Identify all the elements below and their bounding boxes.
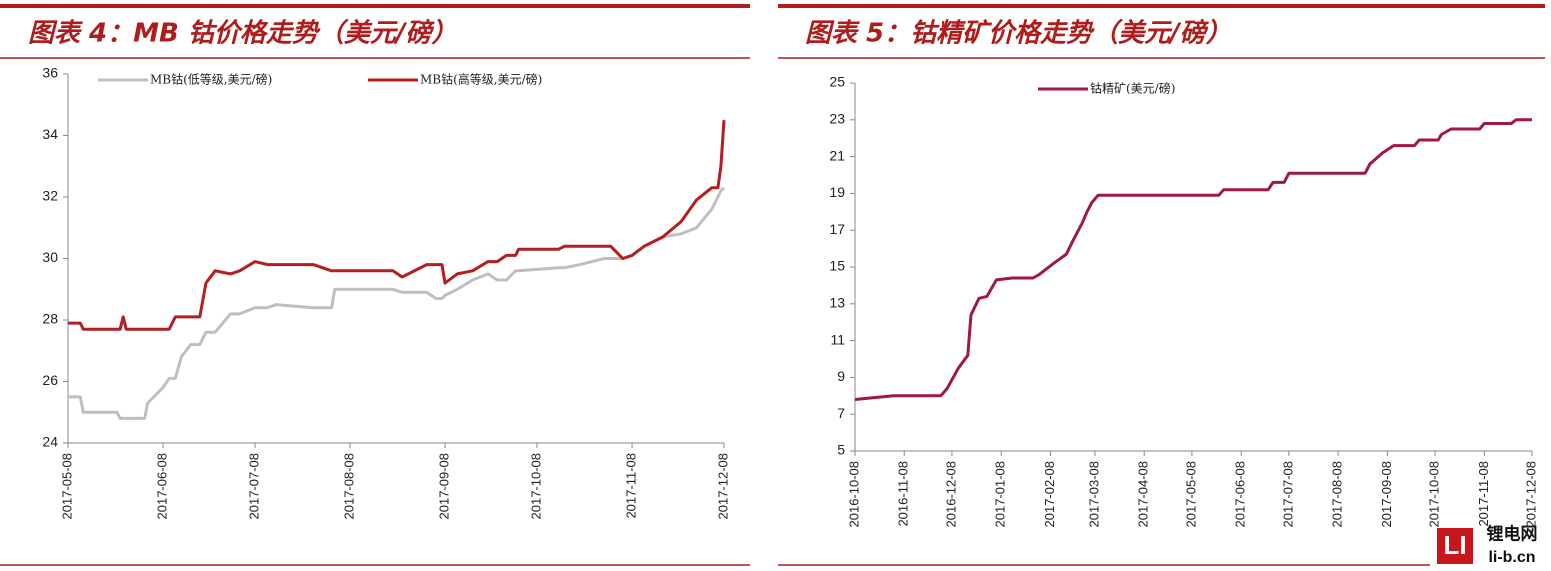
legend-label: MB钴(低等级,美元/磅) bbox=[150, 72, 272, 87]
x-tick-label: 2017-11-08 bbox=[623, 453, 638, 519]
y-tick-label: 36 bbox=[42, 65, 58, 81]
y-tick-label: 24 bbox=[42, 434, 58, 450]
series-line bbox=[68, 119, 726, 331]
y-tick-label: 17 bbox=[829, 221, 845, 237]
series-line bbox=[68, 186, 726, 420]
top-bar bbox=[778, 4, 1545, 8]
watermark-name: 锂电网 bbox=[1487, 523, 1538, 543]
y-tick-label: 32 bbox=[42, 188, 58, 204]
x-tick-label: 2017-06-08 bbox=[1233, 461, 1248, 528]
x-tick-label: 2017-12-08 bbox=[1523, 461, 1538, 528]
x-tick-label: 2017-11-08 bbox=[1476, 461, 1491, 527]
y-tick-label: 30 bbox=[42, 249, 58, 265]
x-tick-label: 2017-09-08 bbox=[436, 453, 451, 520]
x-tick-label: 2017-09-08 bbox=[1379, 461, 1394, 528]
x-tick-label: 2017-07-08 bbox=[246, 453, 261, 520]
x-tick-label: 2017-03-08 bbox=[1086, 461, 1101, 528]
x-tick-label: 2017-01-08 bbox=[993, 461, 1008, 528]
y-tick-label: 7 bbox=[837, 405, 845, 421]
x-tick-label: 2016-10-08 bbox=[846, 461, 861, 528]
x-tick-label: 2017-05-08 bbox=[59, 453, 74, 520]
y-tick-label: 23 bbox=[829, 111, 845, 127]
chart-title: 图表 4：MB 钴价格走势（美元/磅） bbox=[28, 19, 457, 49]
y-tick-label: 13 bbox=[829, 295, 845, 311]
legend-label: MB钴(高等级,美元/磅) bbox=[420, 72, 542, 87]
watermark-url: li-b.cn bbox=[1488, 549, 1535, 566]
legend-label: 钴精矿(美元/磅) bbox=[1090, 81, 1175, 96]
y-tick-label: 11 bbox=[830, 331, 845, 347]
logo-box bbox=[1437, 528, 1473, 564]
x-tick-label: 2016-12-08 bbox=[943, 461, 958, 528]
x-tick-label: 2017-07-08 bbox=[1280, 461, 1295, 528]
top-bar bbox=[0, 4, 750, 8]
x-tick-label: 2017-10-08 bbox=[1426, 461, 1441, 528]
y-tick-label: 28 bbox=[42, 311, 58, 327]
chart-title: 图表 5：钴精矿价格走势（美元/磅） bbox=[805, 19, 1232, 49]
logo: LI bbox=[1443, 530, 1466, 560]
x-tick-label: 2017-02-08 bbox=[1042, 461, 1057, 528]
x-tick-label: 2017-05-08 bbox=[1183, 461, 1198, 528]
x-tick-label: 2017-10-08 bbox=[528, 453, 543, 520]
y-tick-label: 19 bbox=[829, 184, 845, 200]
series-line bbox=[854, 118, 1532, 401]
y-tick-label: 15 bbox=[829, 258, 845, 274]
y-tick-label: 9 bbox=[837, 368, 845, 384]
x-tick-label: 2017-12-08 bbox=[715, 453, 730, 520]
x-tick-label: 2017-08-08 bbox=[341, 453, 356, 520]
x-tick-label: 2017-08-08 bbox=[1330, 461, 1345, 528]
y-tick-label: 21 bbox=[829, 147, 845, 163]
y-tick-label: 25 bbox=[829, 74, 845, 90]
y-tick-label: 5 bbox=[837, 442, 845, 458]
x-tick-label: 2017-06-08 bbox=[154, 453, 169, 520]
y-tick-label: 34 bbox=[42, 126, 58, 142]
x-tick-label: 2017-04-08 bbox=[1136, 461, 1151, 528]
x-tick-label: 2016-11-08 bbox=[896, 461, 911, 527]
y-tick-label: 26 bbox=[42, 372, 58, 388]
